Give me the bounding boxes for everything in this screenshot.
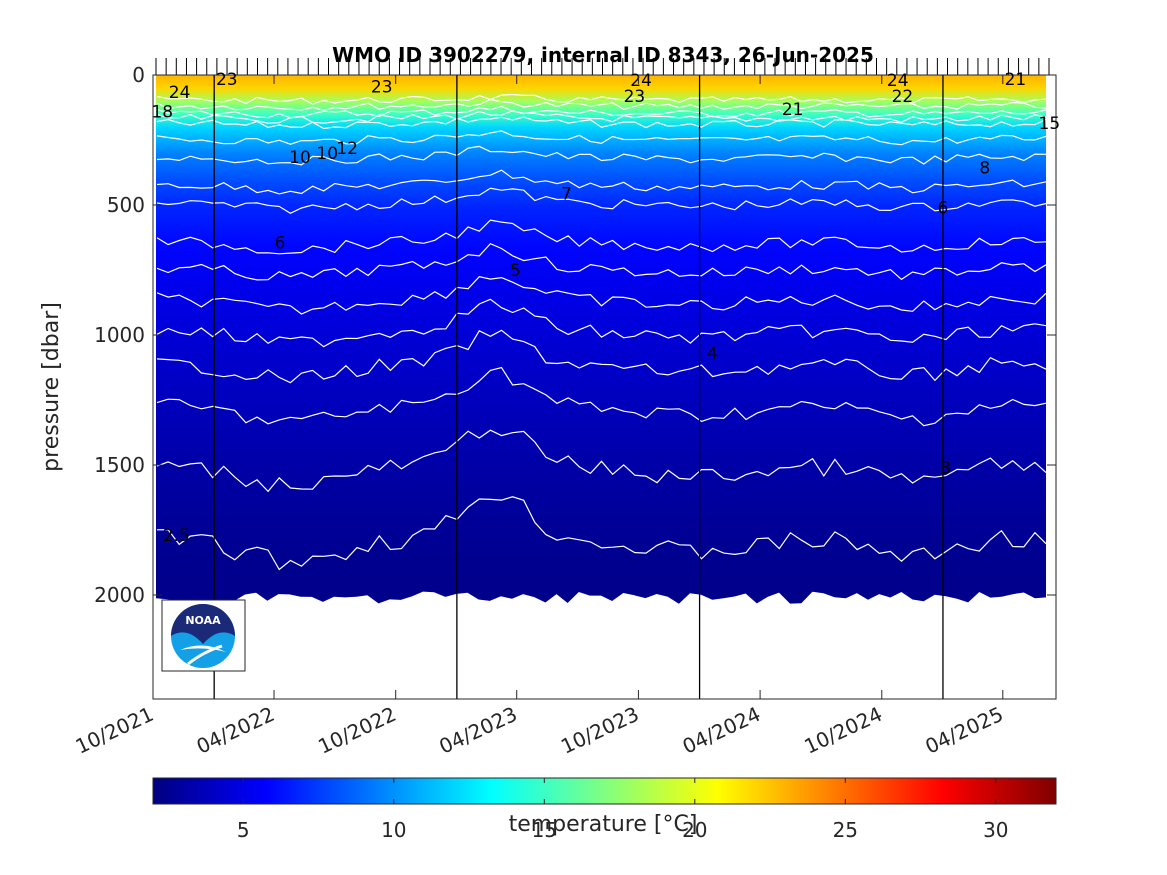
isotherm-6 bbox=[156, 219, 1047, 255]
contour-label: 8 bbox=[979, 158, 990, 178]
y-axis-label: pressure [dbar] bbox=[39, 302, 64, 472]
y-tick-label: 0 bbox=[132, 63, 145, 87]
contour-label: 2.5 bbox=[163, 526, 190, 546]
contour-label: 3 bbox=[940, 459, 951, 479]
isotherm-18 bbox=[156, 98, 1047, 111]
colorbar: 5 10 15 20 25 30 temperature [°C] bbox=[152, 777, 1057, 842]
contour-label: 21 bbox=[782, 100, 804, 120]
contour-label: 24 bbox=[887, 71, 909, 91]
contour-label: 7 bbox=[561, 184, 572, 204]
contour-label: 6 bbox=[275, 234, 286, 254]
contour-label: 10 bbox=[289, 148, 311, 168]
isotherm-5.5 bbox=[156, 242, 1047, 281]
contour-label: 18 bbox=[151, 102, 173, 122]
plot-area bbox=[156, 75, 1047, 699]
colorbar-scale bbox=[152, 777, 1057, 805]
isotherm-contours bbox=[156, 93, 1047, 571]
colorbar-tick-label: 10 bbox=[381, 818, 406, 842]
isotherm-20 bbox=[156, 93, 1047, 105]
contour-label: 5 bbox=[510, 261, 521, 281]
contour-label: 4 bbox=[707, 344, 718, 364]
isotherm-3.5 bbox=[156, 366, 1047, 427]
isotherm-3 bbox=[156, 429, 1047, 493]
contour-label: 22 bbox=[892, 87, 914, 107]
contour-label: 21 bbox=[1005, 70, 1027, 90]
contour-label: 10 bbox=[316, 144, 338, 164]
colorbar-label: temperature [°C] bbox=[509, 812, 698, 837]
contour-label: 12 bbox=[336, 139, 358, 159]
isotherm-15 bbox=[156, 110, 1047, 124]
contour-label: 23 bbox=[371, 78, 393, 98]
isotherm-10 bbox=[156, 145, 1047, 166]
contour-label: 23 bbox=[624, 87, 646, 107]
contour-label: 23 bbox=[216, 70, 238, 90]
x-tick-label: 10/2024 bbox=[800, 702, 885, 759]
isotherm-4.5 bbox=[156, 298, 1047, 348]
contour-label: 15 bbox=[1039, 114, 1061, 134]
colorbar-tick-label: 30 bbox=[983, 818, 1008, 842]
x-tick-label: 10/2022 bbox=[314, 702, 399, 759]
colorbar-tick-label: 5 bbox=[237, 818, 250, 842]
isotherm-8 bbox=[156, 169, 1047, 195]
isotherm-7 bbox=[156, 187, 1047, 214]
x-tick-label: 04/2023 bbox=[435, 702, 520, 759]
noaa-logo: NOAA bbox=[161, 599, 246, 672]
x-tick-label: 10/2023 bbox=[557, 702, 642, 759]
colorbar-tick-label: 25 bbox=[833, 818, 858, 842]
y-tick-label: 500 bbox=[107, 193, 145, 217]
profile-date-ticks bbox=[155, 58, 1050, 75]
isotherm-14 bbox=[156, 116, 1047, 130]
y-tick-label: 1000 bbox=[94, 323, 145, 347]
year-lines bbox=[213, 75, 944, 699]
x-tick-label: 10/2021 bbox=[72, 702, 157, 759]
contour-label: 24 bbox=[630, 71, 652, 91]
contour-label: 24 bbox=[169, 83, 191, 103]
isotherm-4 bbox=[156, 329, 1047, 384]
contour-label: 6 bbox=[938, 199, 949, 219]
isotherm-2.5 bbox=[156, 496, 1047, 571]
isotherm-16 bbox=[156, 105, 1047, 119]
y-tick-label: 2000 bbox=[94, 583, 145, 607]
y-tick-label: 1500 bbox=[94, 453, 145, 477]
isotherm-12 bbox=[156, 130, 1047, 146]
y-axis: 0 500 1000 1500 2000 bbox=[94, 63, 1056, 607]
noaa-logo-text: NOAA bbox=[185, 614, 221, 627]
colorbar-ticks: 5 10 15 20 25 30 bbox=[237, 778, 1009, 842]
x-tick-label: 04/2025 bbox=[921, 702, 1006, 759]
isotherm-5 bbox=[156, 276, 1047, 315]
x-tick-label: 04/2022 bbox=[193, 702, 278, 759]
colorbar-tick-label: 15 bbox=[532, 818, 557, 842]
temperature-field bbox=[156, 75, 1046, 604]
colorbar-tick-label: 20 bbox=[682, 818, 707, 842]
x-tick-label: 04/2024 bbox=[679, 702, 764, 759]
plot-frame bbox=[152, 74, 1057, 700]
